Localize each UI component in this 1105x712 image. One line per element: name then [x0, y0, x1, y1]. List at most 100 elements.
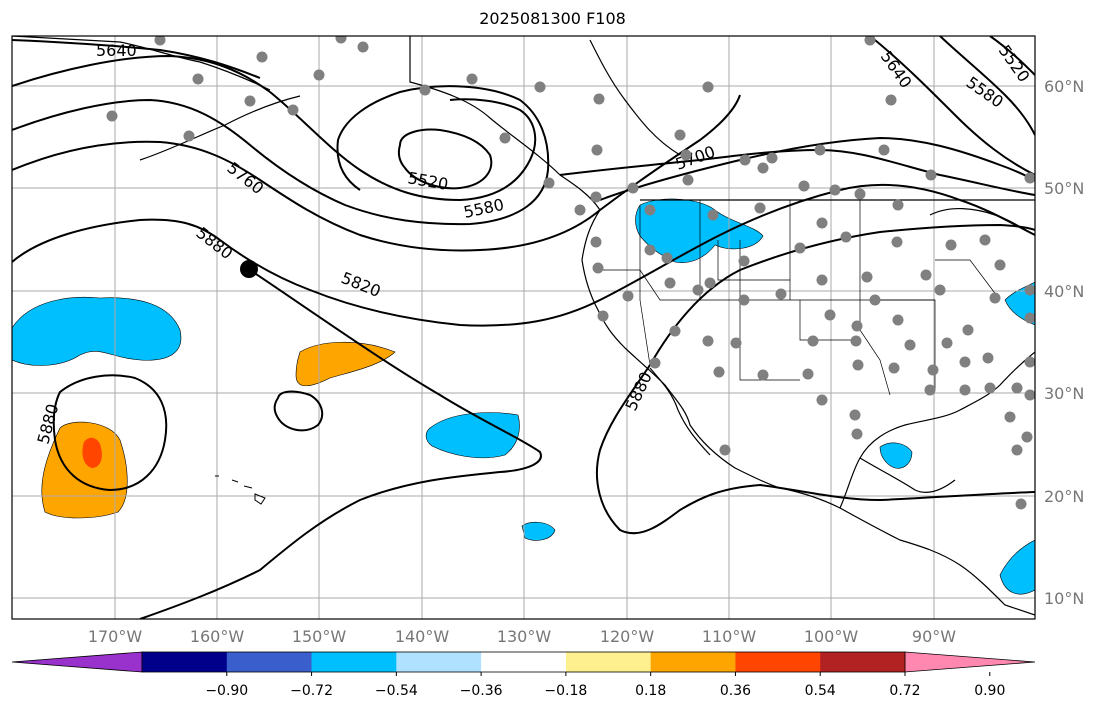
station-marker	[627, 182, 639, 194]
station-marker	[287, 104, 299, 116]
station-marker	[775, 288, 787, 300]
colorbar-tick-label: 0.36	[720, 683, 751, 699]
station-markers	[106, 36, 1035, 510]
station-marker	[984, 382, 996, 394]
station-marker	[704, 277, 716, 289]
colorbar-swatch	[142, 652, 228, 672]
station-marker	[814, 144, 826, 156]
station-marker	[534, 81, 546, 93]
station-marker	[692, 284, 704, 296]
positive-anomaly-region	[41, 421, 128, 519]
station-marker	[730, 337, 742, 349]
station-marker	[892, 314, 904, 326]
lat-label: 60°N	[1044, 77, 1084, 96]
station-marker	[794, 242, 806, 254]
station-marker	[592, 262, 604, 274]
station-marker	[920, 269, 932, 281]
negative-anomaly-region	[425, 412, 520, 459]
colorbar-tick-label: −0.54	[375, 683, 418, 699]
station-marker	[719, 444, 731, 456]
colorbar-swatch	[396, 652, 482, 672]
station-marker	[1021, 431, 1033, 443]
station-marker	[864, 36, 876, 46]
station-marker	[802, 368, 814, 380]
station-marker	[739, 154, 751, 166]
longitude-labels: 170°W 160°W 150°W 140°W 130°W 120°W 110°…	[88, 627, 956, 646]
highlight-point-marker[interactable]	[240, 260, 258, 278]
station-marker	[941, 337, 953, 349]
station-marker	[1011, 382, 1023, 394]
station-marker	[707, 209, 719, 221]
station-marker	[1024, 356, 1035, 368]
station-marker	[766, 152, 778, 164]
colorbar-swatch	[226, 652, 313, 672]
state-borders	[598, 200, 1001, 396]
station-marker	[419, 84, 431, 96]
station-marker	[1024, 172, 1035, 184]
coastlines	[12, 36, 1035, 616]
station-marker	[661, 252, 673, 264]
station-marker	[1015, 498, 1027, 510]
colorbar-tick-label: −0.36	[460, 683, 503, 699]
station-marker	[959, 384, 971, 396]
colorbar-tick-label: 0.54	[805, 683, 836, 699]
station-marker	[989, 292, 1001, 304]
station-marker	[754, 202, 766, 214]
station-marker	[849, 409, 861, 421]
lat-label: 40°N	[1044, 282, 1084, 301]
strong-positive-anomaly-region	[82, 437, 102, 468]
station-marker	[757, 369, 769, 381]
station-marker	[869, 294, 881, 306]
colorbar-frame	[141, 651, 906, 673]
lon-label: 90°W	[912, 627, 956, 646]
colorbar-swatch	[565, 652, 652, 672]
station-marker	[854, 188, 866, 200]
station-marker	[945, 239, 957, 251]
station-marker	[682, 174, 694, 186]
lon-label: 110°W	[702, 627, 757, 646]
station-marker	[1011, 444, 1023, 456]
station-marker	[106, 110, 118, 122]
station-marker	[816, 394, 828, 406]
station-marker	[979, 234, 991, 246]
station-marker	[927, 364, 939, 376]
station-marker	[959, 356, 971, 368]
station-marker	[924, 384, 936, 396]
station-marker	[702, 81, 714, 93]
station-marker	[994, 259, 1006, 271]
station-marker	[644, 244, 656, 256]
anomaly-shading	[12, 198, 1035, 595]
station-marker	[591, 144, 603, 156]
graticule	[12, 36, 1035, 619]
colorbar-tick-label: 0.90	[974, 683, 1005, 699]
lon-label: 170°W	[88, 627, 143, 646]
hawaiian-islands	[215, 475, 266, 505]
station-marker	[1024, 284, 1035, 296]
station-marker	[816, 274, 828, 286]
station-marker	[816, 217, 828, 229]
lat-label: 50°N	[1044, 179, 1084, 198]
station-marker	[593, 93, 605, 105]
station-marker	[738, 294, 750, 306]
latitude-labels: 60°N 50°N 40°N 30°N 20°N 10°N	[1044, 77, 1084, 608]
station-marker	[543, 177, 555, 189]
lat-label: 30°N	[1044, 384, 1084, 403]
station-marker	[982, 352, 994, 364]
negative-anomaly-region	[879, 442, 913, 469]
negative-anomaly-region	[999, 539, 1035, 595]
station-marker	[824, 309, 836, 321]
lon-label: 100°W	[804, 627, 859, 646]
colorbar-tick-label: −0.18	[544, 683, 587, 699]
station-marker	[807, 335, 819, 347]
colorbar-tick-label: 0.18	[635, 683, 666, 699]
station-marker	[850, 335, 862, 347]
station-marker	[852, 359, 864, 371]
station-marker	[644, 204, 656, 216]
station-marker	[590, 236, 602, 248]
station-marker	[1004, 411, 1016, 423]
station-marker	[244, 95, 256, 107]
station-marker	[664, 277, 676, 289]
colorbar-tick-label: −0.72	[290, 683, 333, 699]
station-marker	[183, 130, 195, 142]
